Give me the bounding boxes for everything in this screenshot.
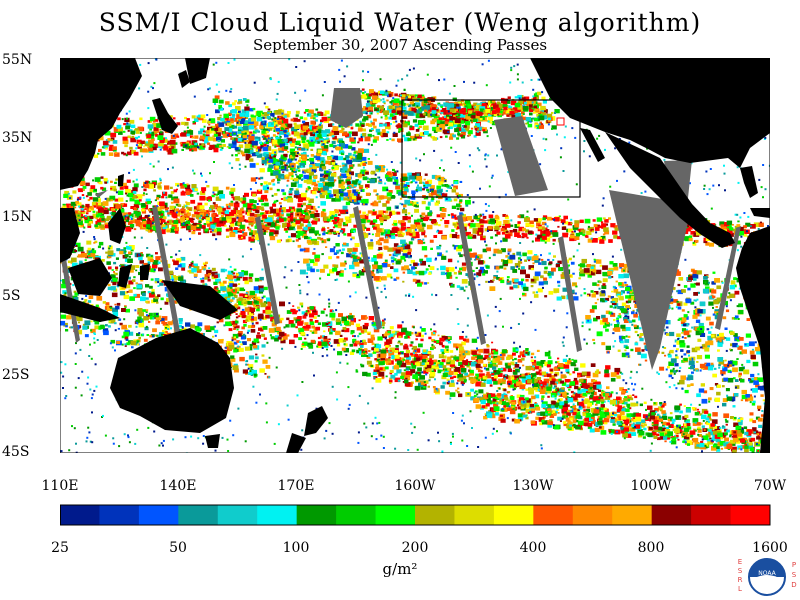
land-masses	[60, 58, 770, 453]
colorbar-swatch	[296, 505, 337, 525]
lat-label-5s: 5S	[2, 288, 21, 304]
lon-label-110e: 110E	[41, 478, 79, 494]
colorbar-swatch	[572, 505, 613, 525]
lon-label-130w: 130W	[512, 478, 554, 494]
noaa-logo: E S R L P S D NOAA	[738, 558, 797, 596]
lat-label-25s: 25S	[2, 367, 30, 383]
lon-label-160w: 160W	[394, 478, 436, 494]
colorbar-label-50: 50	[169, 540, 187, 556]
colorbar-swatch	[493, 505, 534, 525]
lon-label-70w: 70W	[753, 478, 787, 494]
colorbar-swatch	[612, 505, 653, 525]
colorbar-label-400: 400	[519, 540, 547, 556]
colorbar-swatch	[691, 505, 732, 525]
lat-label-35n: 35N	[2, 130, 33, 146]
colorbar-swatch	[99, 505, 140, 525]
colorbar-swatch	[730, 505, 771, 525]
colorbar-swatch	[257, 505, 298, 525]
colorbar	[60, 504, 771, 526]
colorbar-swatch	[217, 505, 258, 525]
lon-label-170e: 170E	[277, 478, 315, 494]
lon-label-140e: 140E	[159, 478, 197, 494]
colorbar-swatch	[533, 505, 574, 525]
colorbar-swatch	[336, 505, 377, 525]
lat-label-45s: 45S	[2, 444, 30, 460]
lon-label-100w: 100W	[630, 478, 672, 494]
highlight-box	[401, 99, 581, 198]
colorbar-swatch	[454, 505, 495, 525]
colorbar-swatch	[138, 505, 179, 525]
colorbar-label-25: 25	[51, 540, 69, 556]
colorbar-swatch	[415, 505, 455, 525]
colorbar-label-1600: 1600	[752, 540, 788, 556]
cloud-water-map	[60, 58, 770, 453]
lat-label-15n: 15N	[2, 209, 33, 225]
colorbar-swatch	[60, 505, 100, 525]
colorbar-label-200: 200	[401, 540, 429, 556]
noaa-text: NOAA	[758, 570, 776, 577]
map-subtitle: September 30, 2007 Ascending Passes	[252, 36, 548, 54]
colorbar-label-100: 100	[282, 540, 310, 556]
lat-label-55n: 55N	[2, 52, 33, 68]
colorbar-swatch	[375, 505, 416, 525]
colorbar-label-800: 800	[637, 540, 665, 556]
psd-letters: P S D	[791, 561, 796, 589]
map-title: SSM/I Cloud Liquid Water (Weng algorithm…	[98, 8, 702, 37]
colorbar-swatch	[178, 505, 219, 525]
units-label: g/m²	[382, 560, 418, 578]
cloud-water-field	[60, 58, 770, 453]
esrl-letters: E S R L	[738, 558, 743, 593]
station-marker	[556, 117, 565, 126]
colorbar-swatch	[651, 505, 692, 525]
